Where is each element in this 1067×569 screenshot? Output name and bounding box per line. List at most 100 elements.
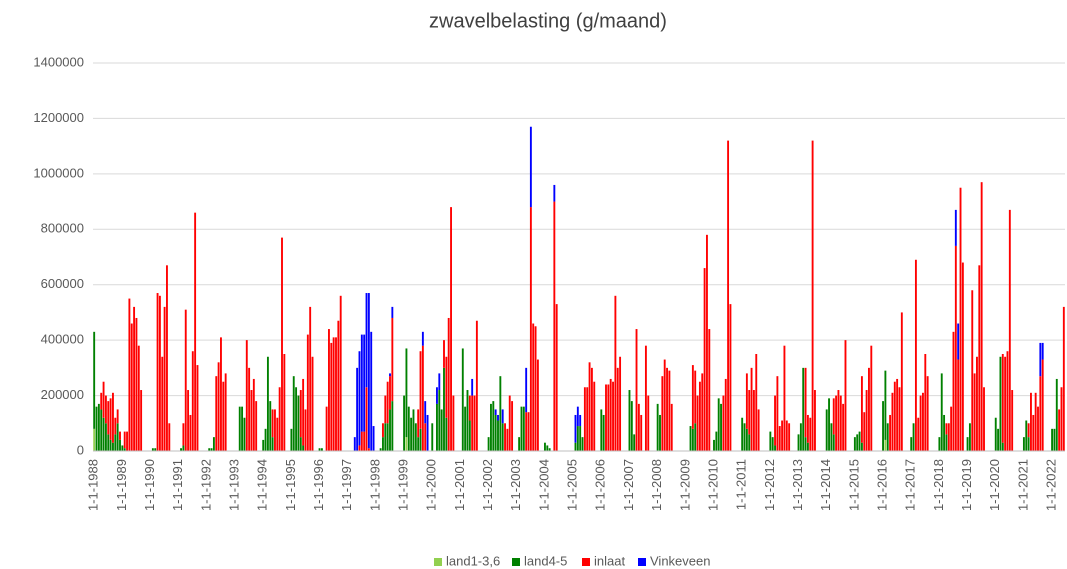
bar-segment (957, 359, 960, 451)
bar-segment (722, 395, 725, 451)
bar-segment (109, 398, 112, 440)
bar-segment (292, 376, 295, 451)
bar-segment (466, 390, 469, 451)
bar-segment (691, 365, 694, 429)
bar-segment (245, 340, 248, 451)
bar-segment (367, 448, 370, 451)
bar-segment (473, 395, 476, 451)
bar-segment (180, 448, 182, 451)
bar-segment (755, 354, 758, 451)
bar-segment (407, 406, 410, 451)
bar-segment (100, 409, 103, 451)
bar-segment (452, 395, 455, 451)
bar-segment (776, 376, 779, 451)
bar-segment (600, 409, 603, 451)
x-tick-label: 1-1-2000 (424, 459, 439, 511)
legend-label: land4-5 (524, 553, 567, 568)
legend-swatch (434, 558, 442, 566)
x-tick-label: 1-1-1994 (255, 459, 270, 511)
bar-segment (189, 414, 192, 451)
bar-segment (391, 317, 394, 402)
bar-segment (306, 334, 309, 451)
bar-segment (804, 367, 807, 438)
bar-segment (696, 395, 699, 451)
bar-segment (328, 329, 330, 451)
bar-segment (93, 331, 96, 429)
bar-segment (1001, 354, 1004, 443)
x-tick-label: 1-1-2004 (536, 459, 551, 511)
bar-segment (1039, 342, 1042, 377)
bar-segment (588, 362, 591, 451)
bar-segment (504, 423, 506, 451)
bar-segment (1039, 376, 1042, 451)
bar-segment (154, 448, 157, 451)
bar-segment (250, 390, 253, 451)
bar-segment (436, 403, 438, 451)
x-tick-label: 1-1-2017 (903, 459, 918, 511)
bar-segment (107, 401, 110, 435)
bar-segment (889, 414, 892, 451)
bar-segment (238, 406, 241, 451)
bar-segment (365, 293, 368, 388)
bar-segment (945, 434, 948, 451)
bar-segment (1027, 423, 1030, 438)
bar-segment (781, 420, 784, 451)
bar-segment (743, 423, 746, 451)
bar-segment (757, 409, 760, 451)
x-tick-label: 1-1-2001 (452, 459, 467, 511)
bar-segment (389, 376, 391, 410)
bar-segment (490, 403, 492, 451)
bar-segment (389, 373, 391, 377)
bar-segment (501, 409, 504, 424)
x-tick-label: 1-1-1988 (86, 459, 101, 511)
bar-segment (633, 434, 636, 451)
bar-segment (412, 409, 415, 451)
bar-segment (494, 414, 497, 451)
bar-segment (332, 337, 335, 451)
bar-segment (405, 348, 408, 438)
bar-segment (166, 265, 168, 451)
bar-segment (635, 329, 638, 451)
bar-segment (506, 428, 509, 451)
bar-segment (501, 423, 504, 451)
bar-segment (574, 414, 577, 443)
bar-segment (309, 306, 312, 451)
x-tick-label: 1-1-2022 (1044, 459, 1059, 511)
bar-segment (320, 448, 323, 451)
bar-segment (954, 245, 957, 451)
bar-segment (828, 398, 830, 451)
bar-segment (670, 403, 673, 451)
bar-segment (715, 431, 718, 451)
bar-segment (536, 359, 539, 451)
bar-segment (976, 356, 978, 451)
bar-segment (961, 262, 964, 451)
bar-segment (1027, 437, 1030, 451)
x-tick-label: 1-1-2013 (790, 459, 805, 511)
bar-segment (724, 378, 727, 451)
bar-segment (853, 437, 856, 451)
bar-segment (1041, 342, 1044, 360)
x-tick-label: 1-1-2016 (874, 459, 889, 511)
bar-segment (1008, 209, 1011, 451)
bar-segment (924, 354, 927, 451)
bar-segment (1025, 420, 1028, 451)
bar-segment (607, 384, 610, 451)
bar-segment (943, 414, 946, 451)
bar-segment (302, 445, 305, 451)
bar-segment (243, 417, 246, 451)
bar-segment (745, 373, 748, 429)
bar-segment (910, 437, 913, 451)
bar-segment (266, 356, 269, 451)
bar-segment (703, 268, 706, 451)
x-tick-label: 1-1-1999 (396, 459, 411, 511)
bar-segment (1001, 442, 1004, 451)
chart-title: zwavelbelasting (g/maand) (429, 10, 667, 32)
bar-segment (443, 367, 445, 451)
bar-segment (546, 445, 549, 451)
bar-segment (386, 423, 389, 451)
bar-segment (363, 431, 366, 451)
bar-segment (248, 367, 251, 451)
bar-segment (978, 265, 981, 451)
bar-segment (417, 409, 420, 438)
bar-segment (694, 370, 697, 424)
